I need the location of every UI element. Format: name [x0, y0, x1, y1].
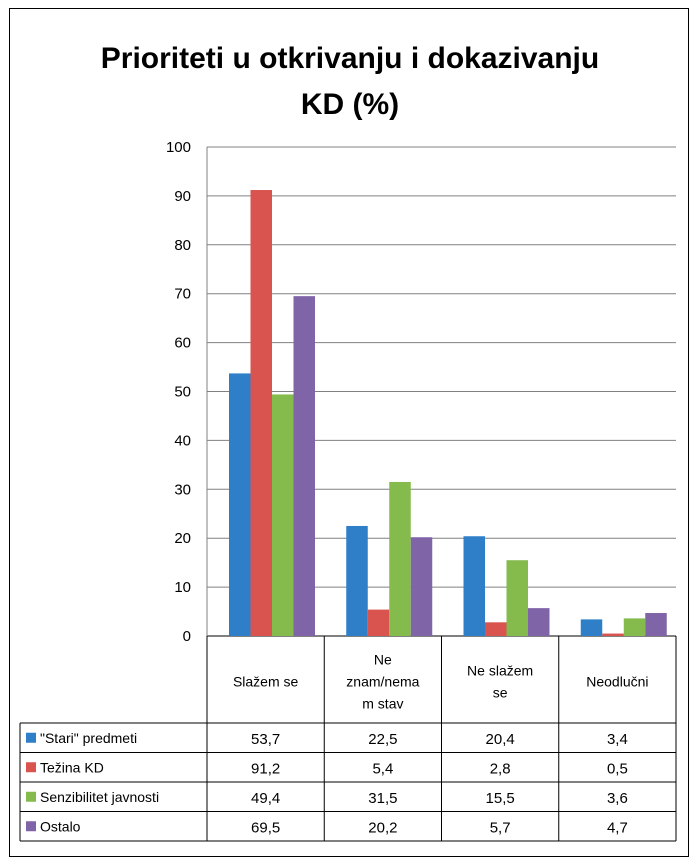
legend-label: Težina KD	[40, 759, 104, 775]
table-cell-value: 15,5	[486, 790, 515, 807]
bar	[346, 525, 368, 636]
table-cell-value: 3,6	[607, 790, 628, 807]
y-tick-label: 70	[174, 286, 191, 303]
legend-swatch	[26, 732, 36, 743]
bar	[250, 190, 272, 637]
bar	[602, 633, 624, 636]
bar	[367, 609, 390, 636]
legend-swatch	[26, 791, 36, 802]
y-tick-label: 80	[174, 237, 191, 254]
table-cell-value: 20,2	[368, 819, 397, 836]
y-axis-ticks: 0 10 20 30 40 50 60 70 80 90 100	[166, 139, 191, 645]
table-cell-value: 49,4	[251, 790, 280, 807]
table-cell-value: 53,7	[251, 731, 280, 748]
table-cell-value: 4,7	[607, 819, 628, 836]
x-category-label: Ne slažem se	[467, 663, 533, 701]
bar	[293, 296, 315, 636]
table-cell-value: 20,4	[486, 731, 515, 748]
chart-title-line-2: KD (%)	[300, 88, 400, 121]
legend-label: Senzibilitet javnosti	[40, 789, 159, 805]
table-cell-value: 31,5	[368, 790, 397, 807]
y-tick-label: 90	[174, 188, 191, 205]
y-tick-label: 30	[174, 481, 191, 498]
bar	[229, 373, 251, 636]
table-cell-value: 0,5	[607, 760, 628, 777]
y-tick-label: 50	[174, 384, 191, 401]
bar	[623, 618, 646, 636]
bar	[645, 613, 667, 636]
bar	[463, 536, 485, 636]
legend-swatch	[26, 821, 36, 832]
bars	[229, 190, 667, 637]
y-tick-label: 60	[174, 335, 191, 352]
table-cell-value: 69,5	[251, 819, 280, 836]
bar	[580, 619, 603, 636]
x-category-label: Ne znam/nema m stav	[346, 652, 419, 712]
y-tick-label: 10	[174, 579, 191, 596]
table-cell-value: 5,7	[490, 819, 511, 836]
table-cell-value: 22,5	[368, 731, 397, 748]
table-cell-value: 5,4	[372, 760, 393, 777]
bar	[410, 537, 433, 636]
bar	[528, 608, 550, 636]
x-category-label: Neodlučni	[586, 674, 648, 690]
table-cell-value: 3,4	[607, 731, 628, 748]
y-tick-label: 100	[166, 139, 191, 156]
bar	[272, 394, 294, 636]
data-table: Slažem se Ne znam/nema m stav Ne slažem se Neo…	[19, 636, 677, 842]
table-cell-value: 2,8	[490, 760, 511, 777]
legend-label: Ostalo	[40, 818, 81, 834]
legend-label: "Stari" predmeti	[40, 730, 137, 746]
y-tick-label: 0	[183, 628, 191, 645]
y-tick-label: 20	[174, 530, 191, 547]
table-cell-value: 91,2	[251, 760, 280, 777]
chart-title-line-1: Prioriteti u otkrivanju i dokazivanju	[100, 42, 600, 75]
bar	[506, 560, 528, 636]
legend-swatch	[26, 762, 36, 773]
bar	[389, 481, 411, 636]
x-category-label: Slažem se	[233, 674, 299, 690]
y-tick-label: 40	[174, 432, 191, 449]
bar	[485, 622, 507, 636]
chart-frame	[9, 8, 689, 857]
